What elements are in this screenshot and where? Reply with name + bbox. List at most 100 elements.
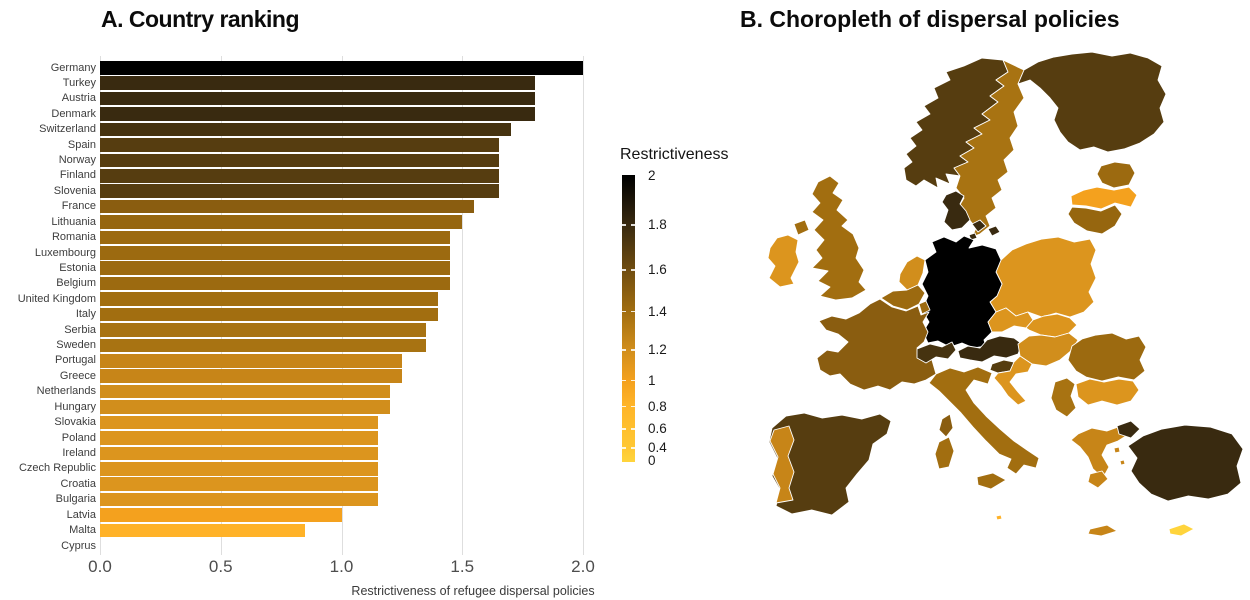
map-country-italy: [934, 436, 955, 470]
bar-label: Greece: [59, 369, 96, 382]
bar: [100, 400, 390, 414]
bar: [100, 353, 402, 368]
bar: [100, 168, 499, 183]
map-country-italy: [976, 472, 1007, 490]
map-country-denmark: [987, 225, 1001, 237]
bar: [100, 446, 378, 461]
map-country-france: [816, 298, 937, 391]
map-country-denmark: [971, 219, 987, 233]
bar-label: United Kingdom: [17, 292, 96, 305]
bar-label: Bulgaria: [55, 493, 96, 506]
bar: [100, 230, 451, 245]
map-country-bulgaria: [1075, 378, 1140, 406]
bar: [100, 415, 378, 430]
bar: [100, 508, 342, 522]
bar: [100, 307, 439, 322]
bar-label: Austria: [61, 92, 96, 105]
bar: [100, 76, 535, 90]
bar-label: Sweden: [56, 339, 96, 352]
bar-label: Denmark: [51, 107, 96, 120]
bar-label: Turkey: [62, 76, 96, 89]
map-country-switzerland: [916, 341, 957, 364]
bar: [100, 369, 402, 383]
legend-tick-mark: [631, 379, 635, 382]
x-tick-label: 1.5: [450, 557, 475, 576]
bar: [100, 384, 390, 399]
map-country-serbia: [1050, 377, 1077, 418]
map-country-germany: [921, 235, 1003, 349]
x-tick-label: 1.0: [329, 557, 354, 576]
map-country-cyprus: [1168, 523, 1195, 537]
map-country-estonia: [1096, 161, 1136, 189]
map-country-lithuania: [1067, 204, 1123, 235]
legend-tick-mark: [622, 428, 626, 430]
europe-choropleth-map: [767, 51, 1244, 537]
map-country-turkey: [1116, 420, 1141, 439]
x-tick-label: 2.0: [571, 557, 595, 576]
map-country-poland: [989, 236, 1097, 318]
bar: [100, 153, 499, 168]
map-country-romania: [1067, 332, 1147, 382]
bar-label: Malta: [69, 524, 96, 537]
map-country-malta: [995, 514, 1003, 521]
legend-colorbar: [622, 175, 635, 462]
legend-tick-mark: [622, 268, 626, 271]
bar: [100, 523, 306, 538]
legend-tick-mark: [622, 349, 626, 351]
legend-tick-label: 2: [648, 167, 656, 183]
map-country-turkey: [1127, 424, 1244, 502]
legend-tick-mark: [631, 405, 635, 408]
legend-tick-label: 0.6: [648, 421, 667, 437]
map-country-greece: [1070, 425, 1130, 479]
legend-tick-label: 1.2: [648, 342, 667, 358]
bar-label: Serbia: [64, 323, 96, 336]
panel-b-title: B. Choropleth of dispersal policies: [740, 6, 1120, 32]
legend-tick-label: 1: [648, 372, 656, 388]
x-tick-label: 0.5: [208, 557, 233, 576]
legend-tick-mark: [631, 268, 635, 271]
legend-title: Restrictiveness: [620, 146, 729, 163]
legend-tick-mark: [622, 310, 626, 313]
x-axis-title: Restrictiveness of refugee dispersal pol…: [351, 584, 595, 598]
bar-label: Poland: [61, 431, 96, 444]
map-country-croatia: [993, 355, 1033, 406]
map-country-spain: [768, 412, 892, 516]
bar: [100, 338, 426, 353]
bar-label: Lithuania: [51, 215, 96, 228]
bar-label: Estonia: [59, 261, 96, 274]
map-country-france: [938, 413, 954, 438]
bar: [100, 138, 499, 152]
legend-tick-label: 0: [648, 453, 656, 469]
legend-tick-label: 1.6: [648, 261, 667, 277]
legend-tick-mark: [622, 405, 626, 408]
bar-label: Belgium: [56, 277, 96, 290]
panel-a-title: A. Country ranking: [101, 6, 300, 32]
bar-label: Germany: [50, 61, 96, 74]
map-country-latvia: [1070, 186, 1138, 210]
legend-tick-mark: [622, 447, 626, 449]
x-tick-label: 0.0: [88, 557, 112, 576]
bar-label: Latvia: [66, 508, 96, 521]
bar-label: Czech Republic: [18, 462, 96, 475]
legend-tick-mark: [631, 349, 635, 351]
map-country-italy: [928, 366, 1040, 475]
map-country-luxembourg: [918, 300, 931, 315]
bar: [100, 246, 451, 260]
bar: [100, 122, 511, 137]
bar: [100, 215, 463, 229]
bar: [100, 261, 451, 276]
bar-label: Portugal: [55, 354, 96, 367]
bar-label: Netherlands: [36, 385, 96, 398]
map-country-greece: [1087, 524, 1118, 537]
legend-tick-label: 0.4: [648, 440, 667, 456]
map-country-greece: [1119, 459, 1126, 466]
map-country-finland: [1017, 51, 1167, 153]
legend-tick-mark: [622, 379, 626, 382]
bar: [100, 276, 451, 291]
map-country-portugal: [769, 425, 795, 504]
bar-label: Cyprus: [61, 539, 96, 552]
bar: [100, 199, 475, 214]
map-country-denmark: [941, 190, 971, 231]
map-country-ireland: [767, 234, 800, 288]
